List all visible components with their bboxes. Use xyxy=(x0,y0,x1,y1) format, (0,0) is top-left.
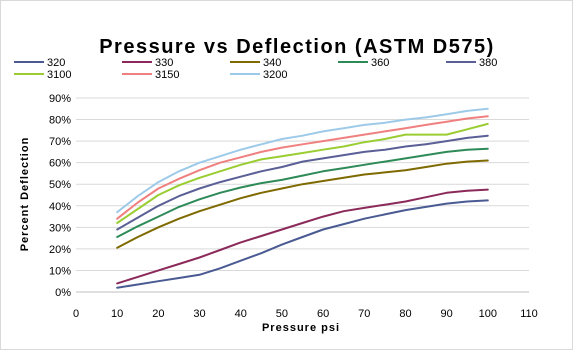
y-tick-label: 90% xyxy=(49,93,71,105)
series-line-380 xyxy=(116,134,489,231)
x-tick-label: 10 xyxy=(111,308,123,320)
series-lines xyxy=(116,107,489,289)
legend-label: 3100 xyxy=(47,69,71,81)
legend-label: 320 xyxy=(47,57,65,69)
y-tick-label: 40% xyxy=(49,201,71,213)
y-tick-label: 30% xyxy=(49,222,71,234)
y-tick-label: 60% xyxy=(49,158,71,170)
legend-label: 330 xyxy=(155,57,173,69)
x-tick-label: 0 xyxy=(73,308,79,320)
legend-label: 3150 xyxy=(155,69,179,81)
x-tick-label: 70 xyxy=(358,308,370,320)
x-axis-title: Pressure psi xyxy=(262,322,340,334)
legend-label: 380 xyxy=(479,57,497,69)
series-line-330 xyxy=(116,188,489,285)
series-line-3150 xyxy=(116,115,489,220)
x-tick-label: 40 xyxy=(235,308,247,320)
x-tick-label: 20 xyxy=(152,308,164,320)
y-tick-label: 50% xyxy=(49,179,71,191)
series-line-3200 xyxy=(116,107,489,214)
series-line-3100 xyxy=(116,122,489,224)
axes: 0% 10% 20% 30% 40% 50% 60% 70% 80% 90% 0 10 20 30 40 50… xyxy=(49,93,538,320)
x-tick-label: 80 xyxy=(399,308,411,320)
series-line-340 xyxy=(116,159,489,249)
y-tick-label: 20% xyxy=(49,244,71,256)
series-line-360 xyxy=(116,147,489,238)
line-chart: 0% 10% 20% 30% 40% 50% 60% 70% 80% 90% 0 10 20 30 40 50… xyxy=(14,36,538,334)
y-axis-title: Percent Deflection xyxy=(19,137,31,252)
y-tick-label: 0% xyxy=(55,287,71,299)
x-tick-label: 60 xyxy=(317,308,329,320)
x-tick-label: 50 xyxy=(276,308,288,320)
y-tick-label: 80% xyxy=(49,115,71,127)
chart-title: Pressure vs Deflection (ASTM D575) xyxy=(99,36,495,58)
x-tick-label: 30 xyxy=(193,308,205,320)
legend-label: 340 xyxy=(263,57,281,69)
legend: 320 330 340 360 380 3100 3150 3200 xyxy=(14,57,497,81)
y-tick-label: 70% xyxy=(49,136,71,148)
y-tick-label: 10% xyxy=(49,265,71,277)
x-tick-label: 110 xyxy=(520,308,538,320)
series-line-320 xyxy=(116,199,489,289)
x-tick-label: 100 xyxy=(479,308,497,320)
x-tick-label: 90 xyxy=(441,308,453,320)
legend-label: 360 xyxy=(371,57,389,69)
legend-label: 3200 xyxy=(263,69,287,81)
